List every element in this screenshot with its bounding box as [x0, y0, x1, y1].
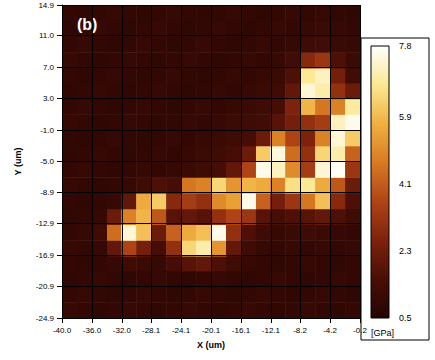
- svg-text:[GPa]: [GPa]: [371, 328, 394, 338]
- svg-text:7.8: 7.8: [399, 41, 412, 51]
- svg-text:-28.1: -28.1: [142, 326, 161, 335]
- svg-text:3.0: 3.0: [43, 94, 55, 103]
- svg-text:11.0: 11.0: [39, 31, 55, 40]
- svg-text:-24.9: -24.9: [36, 314, 55, 323]
- svg-text:-20.1: -20.1: [202, 326, 221, 335]
- svg-text:-4.2: -4.2: [323, 326, 337, 335]
- svg-text:4.1: 4.1: [399, 179, 412, 189]
- svg-text:2.3: 2.3: [399, 246, 412, 256]
- svg-text:-32.0: -32.0: [113, 326, 132, 335]
- svg-text:7.0: 7.0: [43, 63, 55, 72]
- svg-text:-40.0: -40.0: [53, 326, 72, 335]
- svg-text:-5.0: -5.0: [40, 157, 54, 166]
- svg-text:5.9: 5.9: [399, 112, 412, 122]
- svg-text:-1.0: -1.0: [40, 126, 54, 135]
- svg-text:-36.0: -36.0: [83, 326, 102, 335]
- svg-text:-16.1: -16.1: [232, 326, 251, 335]
- svg-text:-20.9: -20.9: [36, 282, 55, 291]
- svg-text:-0.2: -0.2: [353, 326, 367, 335]
- svg-text:14.9: 14.9: [38, 1, 54, 10]
- svg-text:-16.9: -16.9: [36, 251, 55, 260]
- svg-text:X (um): X (um): [197, 340, 225, 350]
- svg-text:-8.2: -8.2: [293, 326, 307, 335]
- svg-text:Y (um): Y (um): [13, 148, 23, 176]
- svg-text:-8.9: -8.9: [40, 188, 54, 197]
- svg-text:-12.9: -12.9: [36, 219, 55, 228]
- svg-text:-12.1: -12.1: [262, 326, 281, 335]
- svg-text:0.5: 0.5: [399, 313, 412, 323]
- svg-text:-24.1: -24.1: [172, 326, 191, 335]
- svg-text:(b): (b): [77, 16, 97, 33]
